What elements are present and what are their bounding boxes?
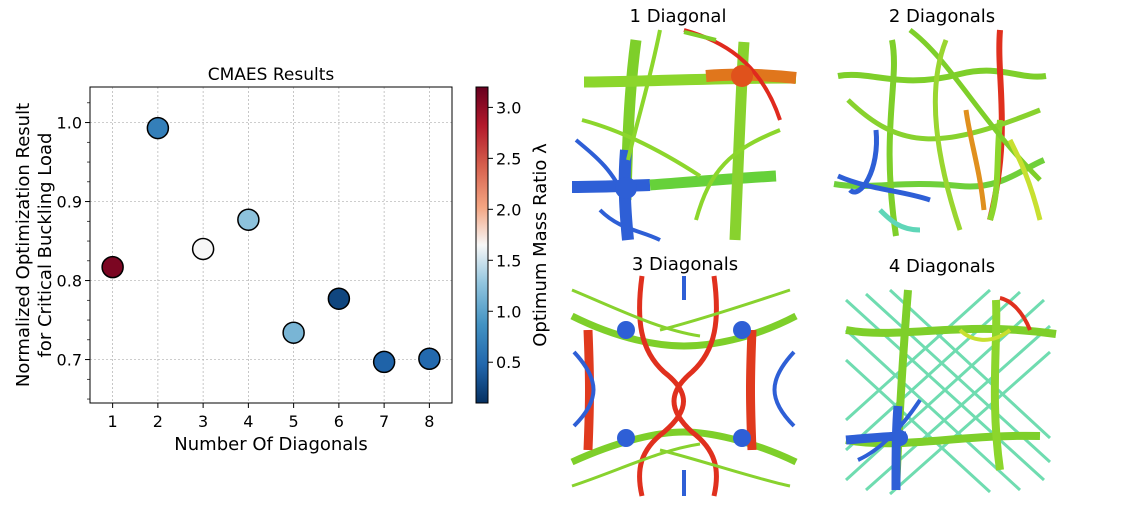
- gridlines: [90, 87, 452, 403]
- x-tick-label: 5: [289, 412, 299, 431]
- panel-title: 2 Diagonals: [889, 6, 995, 27]
- panel-title: 4 Diagonals: [889, 256, 995, 277]
- x-tick-label: 4: [243, 412, 253, 431]
- data-point: [191, 237, 215, 261]
- colorbar-ticks: 0.5 1.0 1.5 2.0 2.5 3.0: [488, 98, 521, 372]
- colorbar-gradient: [475, 86, 489, 404]
- y-tick-label: 0.9: [57, 193, 82, 212]
- colorbar-label: Optimum Mass Ratio λ: [530, 143, 551, 347]
- colorbar-tick-label: 1.5: [496, 251, 521, 270]
- x-axis-label: Number Of Diagonals: [174, 434, 367, 455]
- y-tick-label: 0.7: [57, 351, 82, 370]
- panel-1-diagonal: 1 Diagonal: [571, 6, 797, 242]
- panel-title: 3 Diagonals: [632, 254, 738, 275]
- colorbar-tick-label: 1.0: [496, 302, 521, 321]
- y-tick-label: 1.0: [57, 114, 82, 133]
- data-points: [101, 116, 441, 374]
- x-tick-label: 2: [153, 412, 163, 431]
- colorbar-tick-label: 2.5: [496, 149, 521, 168]
- x-tick-label: 6: [334, 412, 344, 431]
- x-axis-ticks: 1 2 3 4 5 6 7 8: [108, 403, 434, 431]
- x-tick-label: 1: [108, 412, 118, 431]
- colorbar-tick-label: 3.0: [496, 98, 521, 117]
- panel-3-diagonals: 3 Diagonals: [570, 254, 798, 497]
- colorbar-tick-label: 0.5: [496, 353, 521, 372]
- data-point: [327, 287, 351, 310]
- colorbar-tick-label: 2.0: [496, 200, 521, 219]
- panel-4-diagonals: 4 Diagonals: [844, 256, 1057, 496]
- data-point: [282, 321, 305, 344]
- data-point: [146, 116, 170, 140]
- data-point: [237, 208, 260, 231]
- panel-2-diagonals: 2 Diagonals: [833, 6, 1047, 237]
- data-point: [101, 255, 124, 279]
- panel-title: 1 Diagonal: [630, 6, 727, 27]
- plot-area: [89, 86, 453, 404]
- y-tick-label: 0.8: [57, 272, 82, 291]
- y-axis-label-line2: for Critical Buckling Load: [35, 133, 56, 358]
- data-point: [372, 350, 396, 374]
- chart-title: CMAES Results: [208, 65, 335, 85]
- scatter-chart: CMAES Results 1 2 3 4 5 6 7 8 0.7 0.8 0.9 1.0 Numb…: [13, 65, 453, 455]
- y-axis-label-line1: Normalized Optimization Result: [13, 103, 34, 387]
- y-axis-ticks: 0.7 0.8 0.9 1.0: [57, 102, 90, 400]
- x-tick-label: 8: [424, 412, 434, 431]
- colorbar: 0.5 1.0 1.5 2.0 2.5 3.0 Optimum Mass Ratio λ: [475, 86, 551, 404]
- x-tick-label: 7: [379, 412, 389, 431]
- x-tick-label: 3: [198, 412, 208, 431]
- data-point: [418, 347, 441, 371]
